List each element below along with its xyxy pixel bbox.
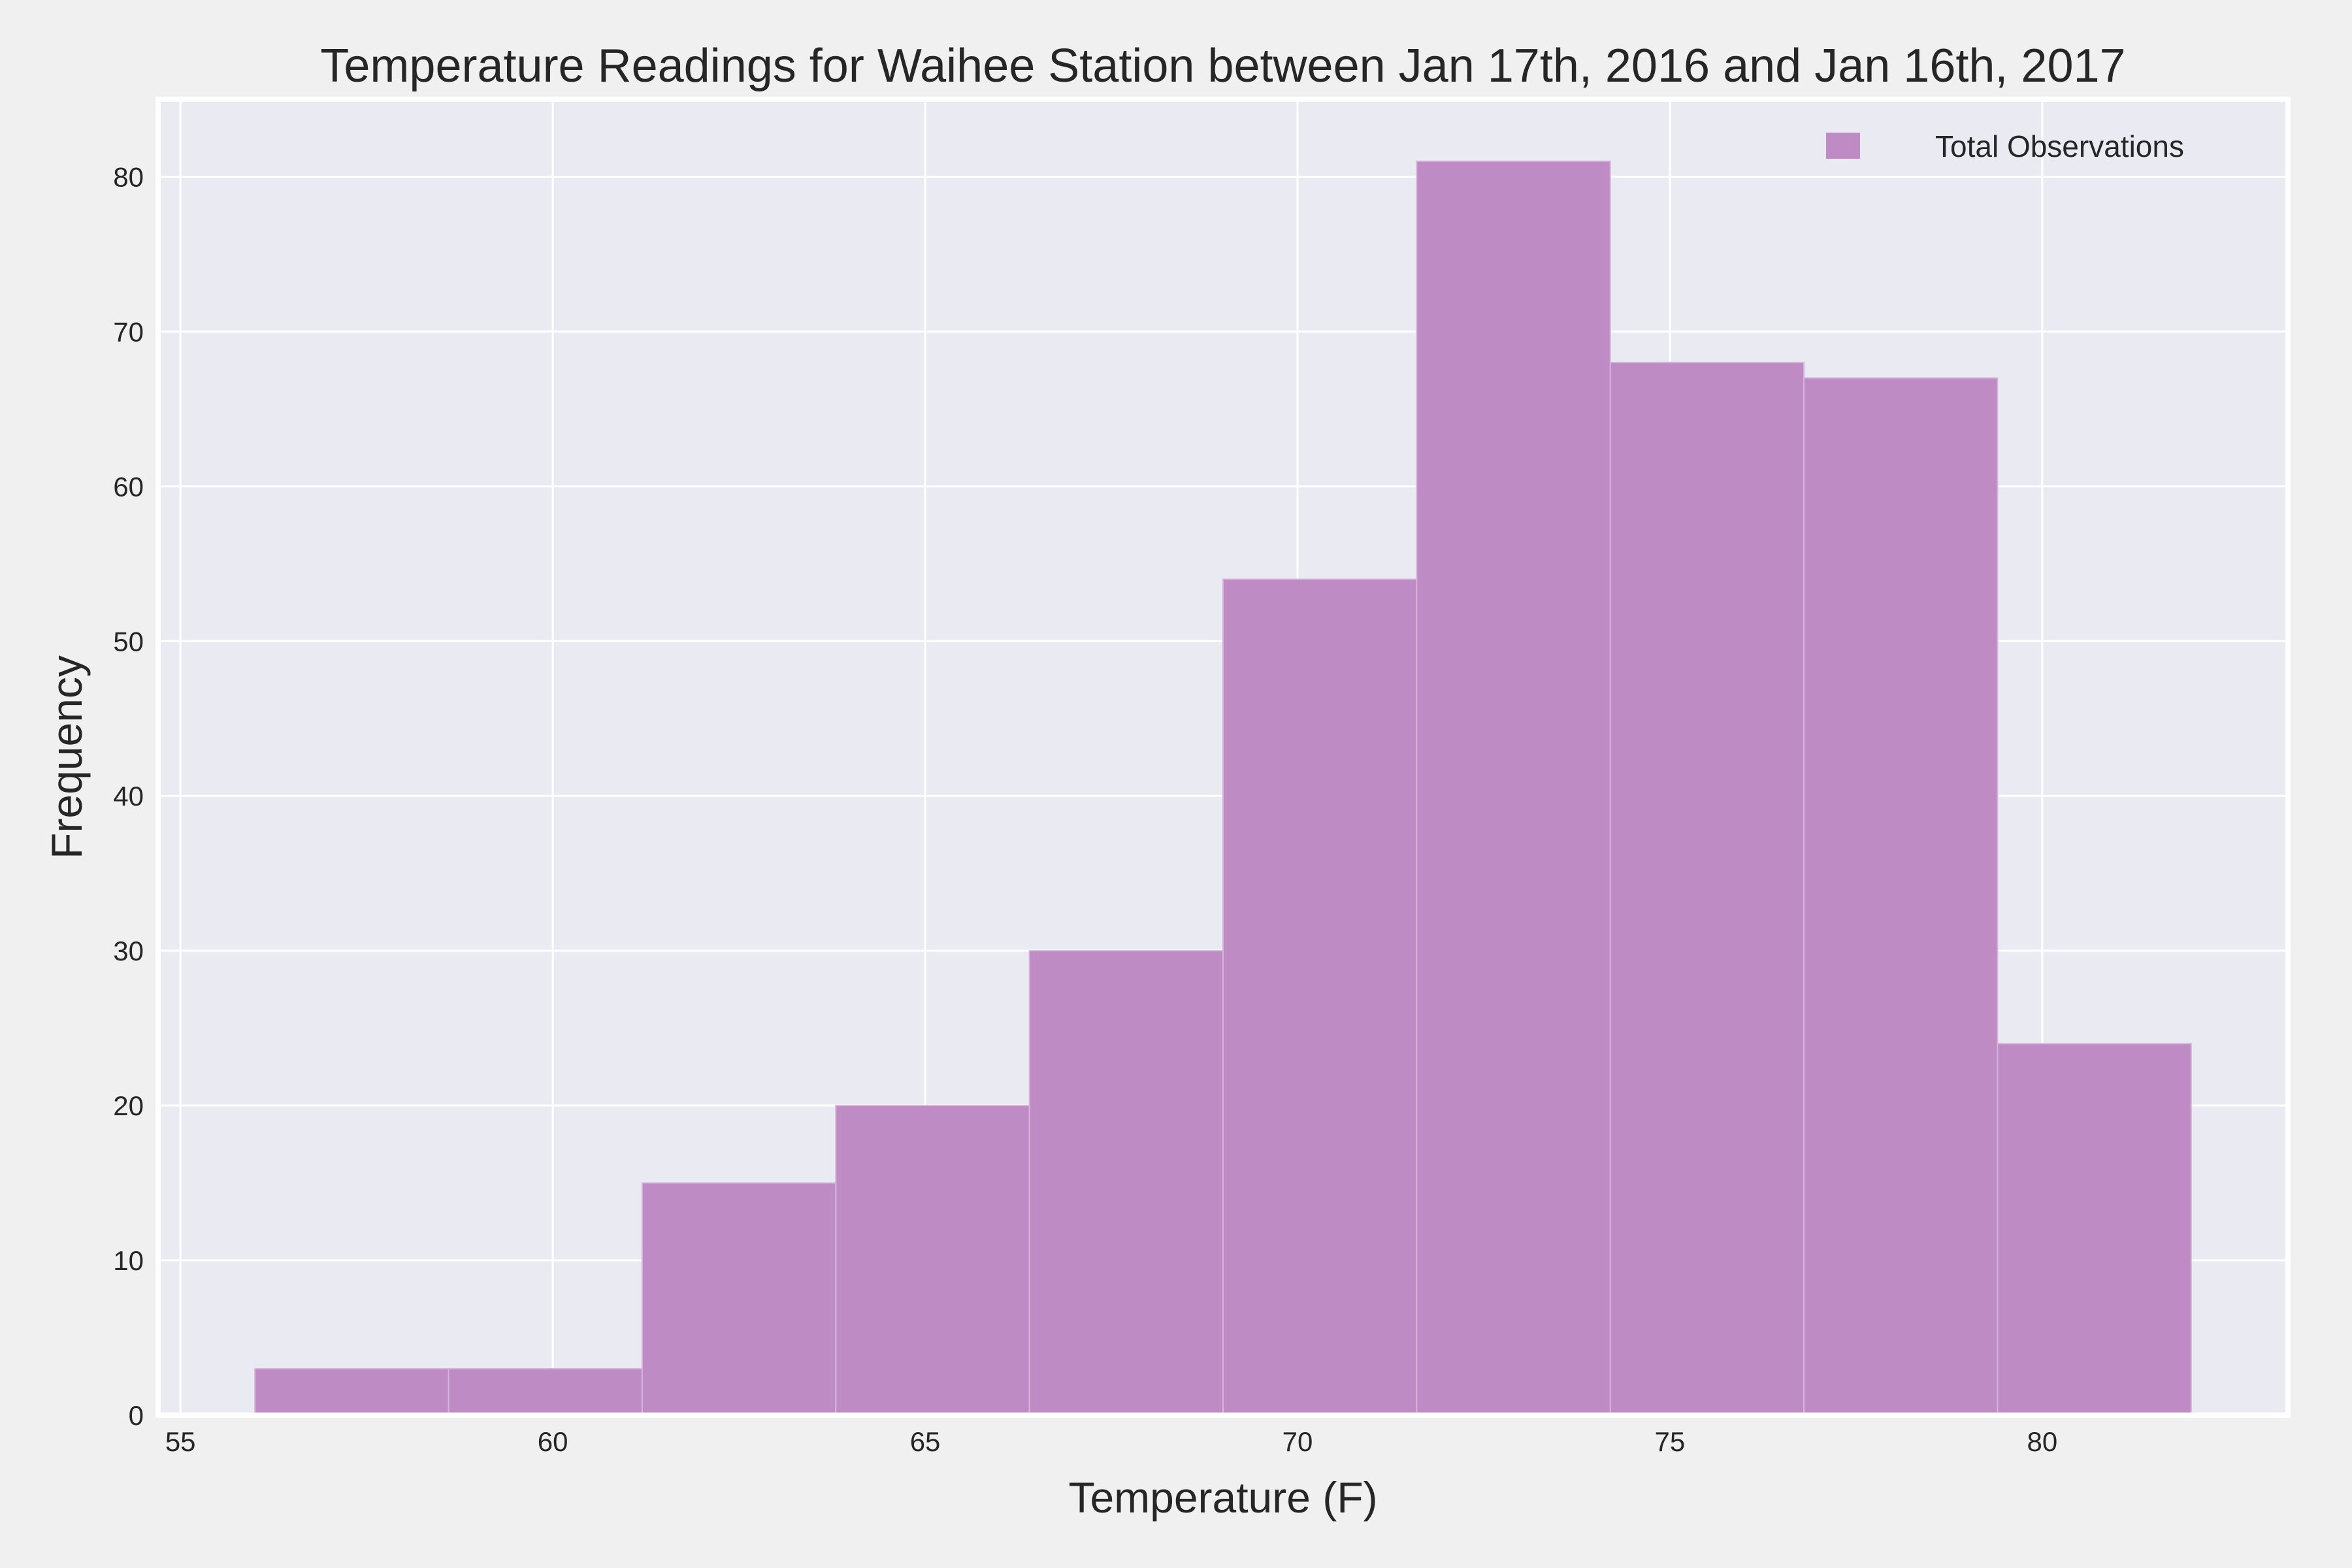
histogram-bar — [1028, 950, 1224, 1416]
histogram-bar — [1416, 160, 1611, 1416]
histogram-bar — [641, 1182, 837, 1416]
x-tick-label: 80 — [2027, 1426, 2057, 1457]
x-tick-label: 70 — [1282, 1426, 1313, 1457]
x-tick-label: 60 — [538, 1426, 568, 1457]
histogram-bars — [254, 160, 2192, 1416]
chart-title: Temperature Readings for Waihee Station … — [320, 40, 2125, 92]
x-axis-label: Temperature (F) — [1068, 1473, 1377, 1522]
x-tick-label: 55 — [165, 1426, 196, 1457]
y-tick-label: 70 — [113, 316, 144, 347]
x-axis-ticks: 55 60 65 70 75 80 — [165, 1426, 2057, 1457]
y-tick-label: 20 — [113, 1090, 144, 1121]
y-axis-ticks: 0 10 20 30 40 50 60 70 80 — [113, 161, 144, 1431]
plot-frame — [155, 97, 2291, 1418]
y-tick-label: 30 — [113, 936, 144, 966]
y-tick-label: 10 — [113, 1245, 144, 1276]
y-tick-label: 40 — [113, 781, 144, 811]
legend-label: Total Observations — [1935, 129, 2184, 163]
histogram-bar — [1997, 1043, 2192, 1416]
y-tick-label: 50 — [113, 626, 144, 657]
histogram-bar — [1803, 377, 1999, 1416]
y-tick-label: 0 — [129, 1400, 144, 1431]
histogram-bar — [835, 1105, 1030, 1416]
y-axis-label: Frequency — [42, 655, 91, 859]
histogram-bar — [1222, 578, 1418, 1416]
histogram-bar — [1609, 361, 1805, 1416]
y-tick-label: 80 — [113, 161, 144, 192]
x-tick-label: 65 — [910, 1426, 941, 1457]
histogram-bar — [254, 1367, 449, 1416]
x-tick-label: 75 — [1655, 1426, 1686, 1457]
legend-swatch — [1826, 133, 1860, 159]
y-tick-label: 60 — [113, 471, 144, 502]
histogram-bar — [448, 1367, 643, 1416]
legend: Total Observations — [1826, 129, 2184, 163]
